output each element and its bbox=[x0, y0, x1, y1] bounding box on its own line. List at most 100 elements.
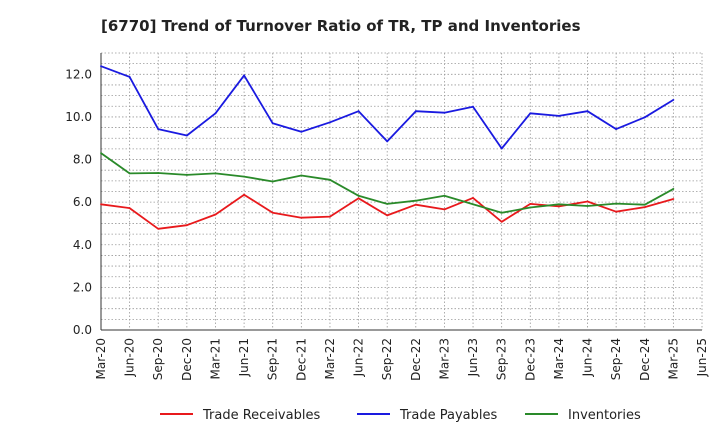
x-tick-label: Dec-24 bbox=[638, 338, 652, 381]
x-tick-label: Dec-21 bbox=[294, 338, 308, 381]
legend-label-3: Inventories bbox=[568, 408, 641, 423]
data-point bbox=[615, 210, 617, 213]
data-point bbox=[300, 216, 303, 219]
x-tick-label: Sep-20 bbox=[151, 338, 165, 380]
x-tick-label: Dec-22 bbox=[409, 338, 423, 381]
legend: Trade Receivables Trade Payables Inventori… bbox=[160, 408, 641, 423]
data-point bbox=[271, 122, 274, 125]
x-tick-label: Jun-25 bbox=[695, 338, 709, 377]
data-point bbox=[414, 110, 417, 113]
data-point bbox=[443, 208, 446, 211]
y-tick-label: 10.0 bbox=[65, 110, 92, 124]
x-tick-label: Jun-21 bbox=[237, 338, 251, 377]
data-point bbox=[558, 203, 560, 206]
data-point bbox=[186, 224, 188, 227]
x-tick-label: Sep-22 bbox=[380, 338, 394, 380]
data-point bbox=[414, 199, 417, 202]
data-point bbox=[329, 121, 331, 124]
y-tick-label: 0.0 bbox=[73, 323, 92, 337]
data-point bbox=[472, 203, 474, 206]
x-tick-label: Jun-23 bbox=[466, 338, 480, 377]
data-point bbox=[157, 227, 160, 230]
data-point bbox=[672, 198, 675, 200]
data-point bbox=[329, 178, 331, 181]
data-point bbox=[128, 172, 131, 175]
x-tick-label: Sep-24 bbox=[609, 338, 623, 380]
data-point bbox=[157, 172, 160, 174]
data-point bbox=[500, 220, 503, 223]
data-point bbox=[357, 194, 360, 197]
data-point bbox=[386, 140, 389, 143]
data-point bbox=[271, 211, 274, 214]
data-point bbox=[357, 197, 360, 200]
data-point bbox=[386, 214, 389, 217]
x-tick-label: Jun-20 bbox=[123, 338, 137, 377]
data-point bbox=[214, 172, 217, 175]
data-point bbox=[443, 194, 446, 197]
y-tick-label: 6.0 bbox=[73, 195, 92, 209]
legend-label-2: Trade Payables bbox=[399, 408, 497, 423]
data-point bbox=[586, 200, 589, 203]
data-point bbox=[529, 112, 532, 115]
x-tick-label: Jun-24 bbox=[581, 338, 595, 377]
y-tick-label: 12.0 bbox=[65, 67, 92, 81]
data-point bbox=[100, 65, 102, 68]
data-point bbox=[558, 115, 560, 117]
data-point bbox=[100, 152, 102, 155]
data-point bbox=[329, 215, 331, 218]
data-point bbox=[243, 175, 246, 178]
data-point bbox=[615, 128, 617, 131]
data-point bbox=[500, 211, 503, 214]
data-point bbox=[157, 128, 160, 131]
data-point bbox=[357, 110, 360, 113]
data-point bbox=[186, 134, 188, 137]
x-tick-label: Sep-23 bbox=[495, 338, 509, 380]
plot-area: 0.0 2.0 4.0 6.0 8.0 10.0 12.0 Mar-20 Jun-20 Sep-2… bbox=[65, 52, 709, 381]
data-point bbox=[558, 205, 560, 208]
data-point bbox=[529, 206, 532, 209]
data-point bbox=[128, 207, 131, 210]
x-tick-label: Dec-20 bbox=[180, 338, 194, 381]
data-point bbox=[615, 202, 617, 205]
data-point bbox=[472, 105, 474, 108]
data-point bbox=[214, 112, 217, 115]
data-point bbox=[243, 74, 246, 77]
data-point bbox=[672, 99, 675, 101]
data-point bbox=[643, 203, 646, 206]
data-point bbox=[586, 205, 589, 207]
y-tick-label: 2.0 bbox=[73, 280, 92, 294]
x-tick-label: Mar-20 bbox=[94, 338, 108, 379]
data-point bbox=[643, 116, 646, 119]
y-tick-label: 8.0 bbox=[73, 153, 92, 167]
data-point bbox=[186, 174, 188, 176]
data-point bbox=[443, 111, 446, 114]
chart-title: [6770] Trend of Turnover Ratio of TR, TP… bbox=[101, 17, 581, 35]
data-point bbox=[414, 203, 417, 206]
data-point bbox=[271, 180, 274, 183]
data-point bbox=[214, 213, 217, 216]
x-tick-label: Mar-23 bbox=[437, 338, 451, 379]
x-tick-label: Sep-21 bbox=[266, 338, 280, 380]
x-tick-label: Mar-25 bbox=[666, 338, 680, 379]
data-point bbox=[100, 203, 102, 206]
data-point bbox=[672, 188, 675, 190]
x-tick-label: Mar-22 bbox=[323, 338, 337, 379]
x-tick-label: Mar-21 bbox=[208, 338, 222, 379]
data-point bbox=[643, 206, 646, 209]
data-point bbox=[243, 193, 246, 196]
x-tick-label: Dec-23 bbox=[523, 338, 537, 381]
legend-label-1: Trade Receivables bbox=[202, 408, 320, 423]
data-point bbox=[529, 203, 532, 205]
data-point bbox=[500, 147, 503, 150]
x-tick-label: Mar-24 bbox=[552, 338, 566, 379]
data-point bbox=[586, 110, 589, 113]
y-tick-label: 4.0 bbox=[73, 238, 92, 252]
data-point bbox=[300, 174, 303, 177]
x-tick-label: Jun-22 bbox=[352, 338, 366, 377]
data-point bbox=[472, 197, 474, 199]
data-point bbox=[386, 203, 389, 205]
data-point bbox=[300, 130, 303, 133]
data-point bbox=[128, 76, 131, 78]
